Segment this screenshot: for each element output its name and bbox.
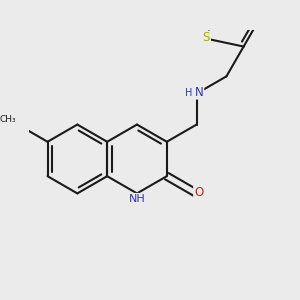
Text: H: H [185, 88, 193, 98]
Text: NH: NH [129, 194, 146, 204]
Text: N: N [195, 85, 203, 99]
Text: S: S [203, 32, 210, 44]
Text: CH₃: CH₃ [0, 115, 16, 124]
Text: O: O [194, 186, 203, 199]
